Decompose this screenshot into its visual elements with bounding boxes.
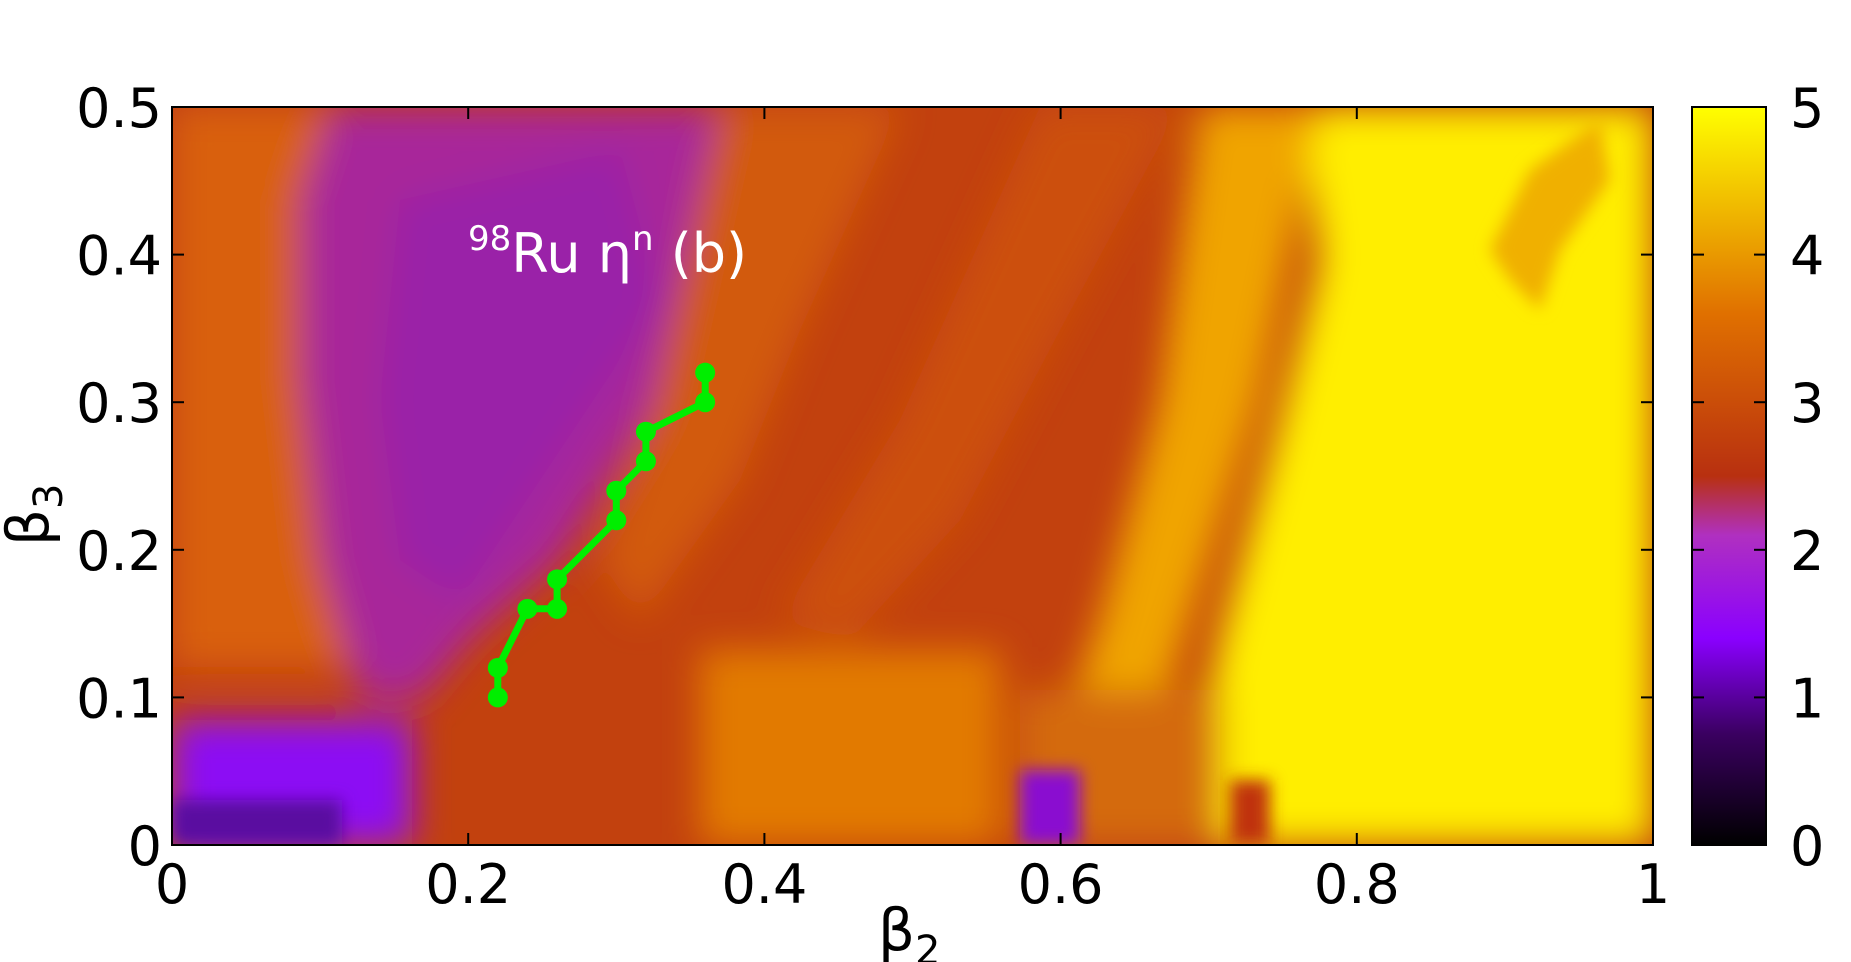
chart-annotation: 98Ru ηn (b) bbox=[468, 219, 747, 285]
y-tick-label: 0.2 bbox=[76, 520, 162, 583]
x-tick-label: 1 bbox=[1636, 853, 1670, 916]
path-point bbox=[635, 451, 656, 472]
colorbar-tick-label: 2 bbox=[1790, 520, 1824, 583]
path-point bbox=[487, 687, 508, 708]
y-tick-label: 0 bbox=[128, 815, 162, 878]
x-axis-ticks: 0 0.2 0.4 0.6 0.8 1 bbox=[155, 107, 1670, 916]
heatmap-surface bbox=[172, 107, 1653, 845]
y-tick-label: 0.5 bbox=[76, 77, 162, 140]
colorbar-tick-label: 3 bbox=[1790, 372, 1824, 435]
path-point bbox=[487, 657, 508, 678]
x-axis-title: β2 bbox=[878, 896, 940, 962]
path-point bbox=[547, 569, 568, 590]
colorbar-tick-label: 1 bbox=[1790, 667, 1824, 730]
x-tick-label: 0.2 bbox=[425, 853, 511, 916]
x-tick-label: 0.6 bbox=[1018, 853, 1104, 916]
colorbar-tick-label: 0 bbox=[1790, 815, 1824, 878]
y-axis-ticks: 0 0.1 0.2 0.3 0.4 0.5 bbox=[76, 77, 1653, 878]
y-tick-label: 0.1 bbox=[76, 667, 162, 730]
path-point bbox=[517, 598, 538, 619]
path-point bbox=[695, 392, 716, 413]
path-series bbox=[487, 362, 716, 708]
colorbar-tick-label: 4 bbox=[1790, 225, 1824, 288]
colorbar-tick-label: 5 bbox=[1790, 77, 1824, 140]
path-point bbox=[606, 480, 627, 501]
plot-frame bbox=[171, 106, 1654, 846]
path-point bbox=[635, 421, 656, 442]
path-point bbox=[606, 510, 627, 531]
y-axis-title: β3 bbox=[0, 484, 72, 546]
y-tick-label: 0.4 bbox=[76, 225, 162, 288]
colorbar bbox=[1692, 107, 1766, 845]
path-point bbox=[695, 362, 716, 383]
x-tick-label: 0.4 bbox=[721, 853, 807, 916]
y-tick-label: 0.3 bbox=[76, 372, 162, 435]
colorbar-ticks: 0 1 2 3 4 5 bbox=[1692, 77, 1824, 878]
x-tick-label: 0.8 bbox=[1314, 853, 1400, 916]
colorbar-frame bbox=[1691, 106, 1767, 846]
x-tick-label: 0 bbox=[155, 853, 189, 916]
path-point bbox=[547, 598, 568, 619]
